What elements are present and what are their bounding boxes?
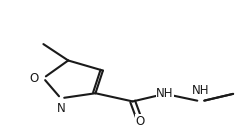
Text: O: O xyxy=(29,72,38,85)
Text: N: N xyxy=(56,102,65,115)
Text: NH: NH xyxy=(192,84,210,97)
Text: O: O xyxy=(135,115,145,126)
Text: NH: NH xyxy=(156,87,174,100)
